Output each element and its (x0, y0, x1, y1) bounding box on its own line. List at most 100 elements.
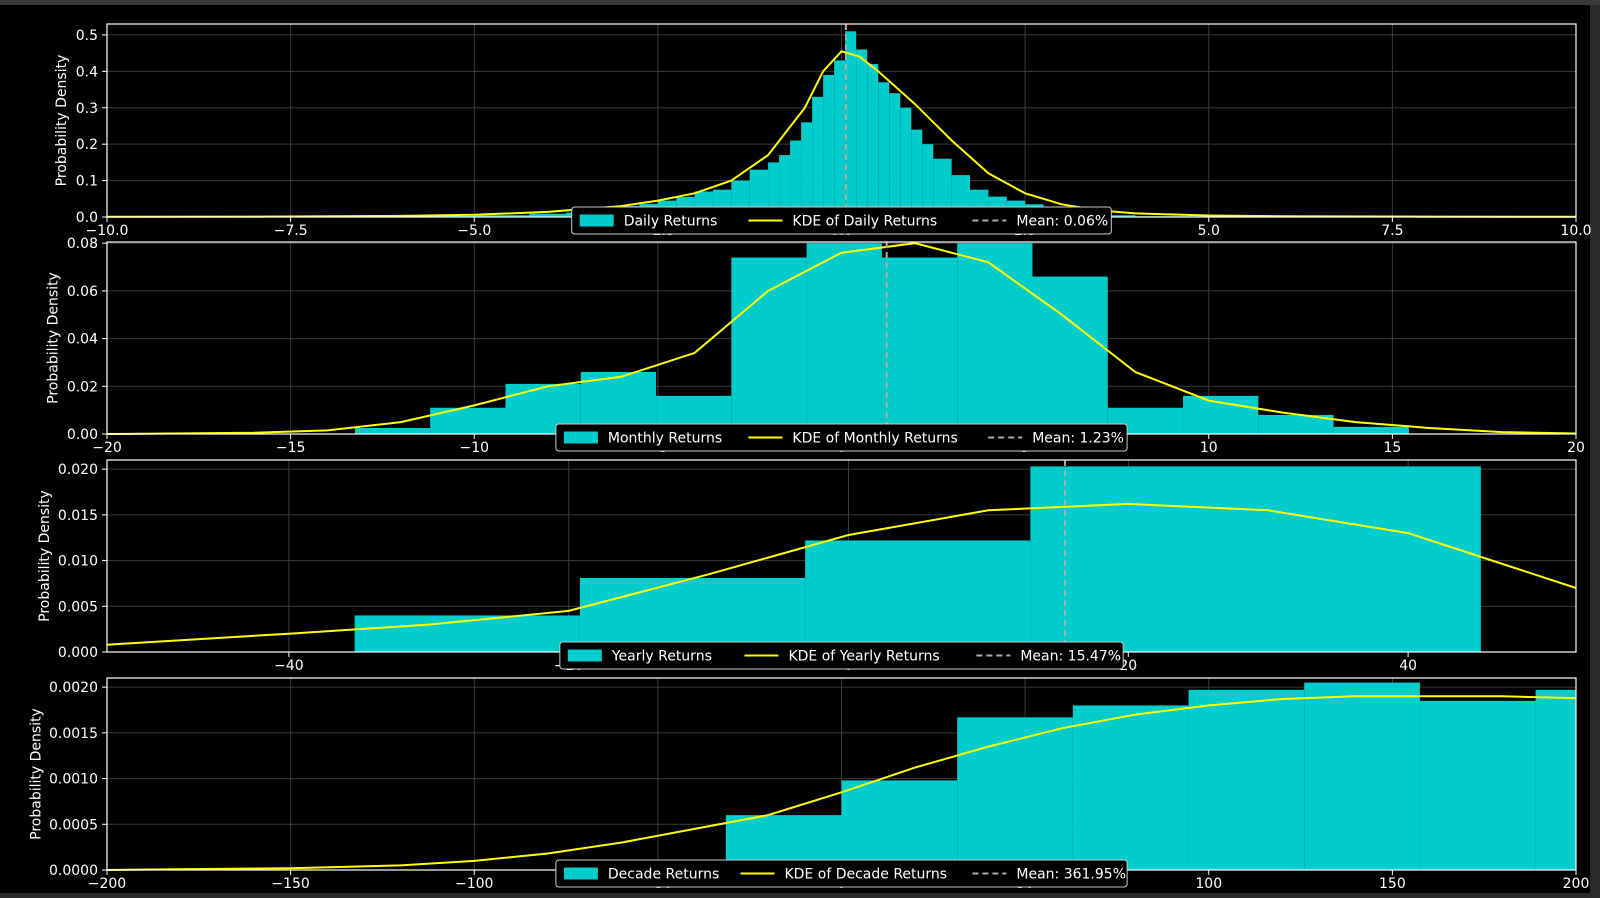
histogram-bar (867, 64, 879, 217)
histogram-bar (779, 155, 791, 217)
legend-bars-label: Daily Returns (624, 214, 718, 230)
kde-line (106, 50, 1577, 218)
histogram-bar (856, 49, 868, 217)
histogram-bar (1032, 276, 1108, 434)
legend-box (559, 641, 1124, 670)
histogram-bar (768, 162, 780, 217)
legend: Daily Returns KDE of Daily Returns Mean: 0… (571, 206, 1112, 235)
x-tick-label: 5.0 (1198, 223, 1220, 239)
legend-box (555, 423, 1128, 452)
legend-kde-label: KDE of Monthly Returns (792, 431, 957, 447)
panel-monthly: −20−15−10−5051015200.000.020.040.060.08P… (45, 236, 1585, 456)
x-tick-label: −200 (88, 876, 126, 892)
histogram-bar (430, 407, 506, 434)
legend-bars-swatch (567, 649, 602, 662)
histogram-bar (812, 96, 824, 217)
histogram-bar (1072, 705, 1189, 870)
x-tick-label: −7.5 (274, 223, 308, 239)
legend-mean-label: Mean: 0.06% (1016, 214, 1108, 230)
histogram-bar (922, 144, 934, 217)
y-tick-label: 0.08 (67, 236, 98, 252)
legend: Yearly Returns KDE of Yearly Returns Mean:… (559, 641, 1124, 670)
legend: Decade Returns KDE of Decade Returns Mean:… (555, 859, 1128, 888)
histogram-bar (878, 82, 890, 217)
y-tick-label: 0.00 (67, 427, 98, 443)
window-frame-right (1590, 5, 1600, 898)
histogram-bar (1333, 426, 1409, 434)
histogram-bar (823, 74, 835, 217)
y-axis-label: Probability Density (54, 55, 70, 187)
x-tick-label: 7.5 (1381, 223, 1403, 239)
legend-bars-swatch (563, 867, 598, 880)
legend-box (555, 859, 1128, 888)
x-tick-label: −10 (459, 440, 489, 456)
histogram-bar (1098, 215, 1136, 217)
panel-daily: −10.0−7.5−5.0−2.50.02.55.07.510.00.00.10… (54, 23, 1592, 239)
histogram-bar (1030, 466, 1481, 652)
x-tick-label: 15 (1383, 440, 1401, 456)
histogram-bar (1304, 682, 1420, 870)
histogram-bar (790, 140, 802, 217)
kde-line (106, 242, 1577, 435)
legend-bars-label: Monthly Returns (608, 431, 722, 447)
y-tick-label: 0.3 (76, 101, 98, 117)
kde-line (106, 502, 1577, 646)
legend-mean-label: Mean: 15.47% (1020, 649, 1121, 665)
histogram-bar (801, 122, 813, 217)
x-tick-label: 100 (1195, 876, 1222, 892)
histogram-bar (841, 780, 958, 870)
y-tick-label: 0.0015 (49, 726, 98, 742)
y-tick-label: 0.2 (76, 137, 98, 153)
y-tick-label: 0.02 (67, 379, 98, 395)
legend-kde-label: KDE of Daily Returns (792, 214, 937, 230)
x-tick-label: −15 (276, 440, 306, 456)
y-tick-label: 0.020 (58, 462, 98, 478)
histogram-bar (911, 129, 923, 217)
x-tick-label: −40 (274, 658, 304, 674)
x-tick-label: 20 (1567, 440, 1585, 456)
y-axis-label: Probability Density (29, 708, 45, 840)
y-axis-label: Probability Density (45, 272, 61, 404)
legend-bars-label: Yearly Returns (611, 649, 712, 665)
x-tick-label: −100 (455, 876, 493, 892)
histogram-bar (957, 243, 1033, 434)
legend-bars-swatch (579, 214, 614, 227)
histogram-bar (881, 257, 958, 434)
histogram-bar (805, 540, 1031, 652)
histogram-bar (957, 717, 1073, 870)
y-tick-label: 0.06 (67, 284, 98, 300)
histogram-bar (1188, 689, 1305, 870)
legend-bars-swatch (563, 431, 598, 444)
y-tick-label: 0.0005 (49, 817, 98, 833)
x-tick-label: 10.0 (1560, 223, 1591, 239)
panel-decade: −200−150−100−500501001502000.00000.00050… (29, 677, 1590, 892)
x-tick-label: 40 (1399, 658, 1417, 674)
legend-mean-label: Mean: 361.95% (1016, 867, 1126, 883)
y-tick-label: 0.010 (58, 554, 98, 570)
histogram-bar (806, 243, 882, 434)
legend-box (571, 206, 1112, 235)
legend-kde-label: KDE of Yearly Returns (788, 649, 939, 665)
histogram-bar (749, 169, 769, 217)
histogram-bar (529, 213, 567, 217)
histogram-bar (474, 215, 530, 217)
histogram-bar (933, 158, 952, 217)
histogram-bar (834, 60, 846, 217)
y-tick-label: 0.1 (76, 174, 98, 190)
x-tick-label: −150 (271, 876, 309, 892)
kde-line (106, 695, 1577, 871)
x-tick-label: 200 (1563, 876, 1590, 892)
x-tick-label: 20 (1119, 658, 1137, 674)
y-tick-label: 0.4 (76, 64, 98, 80)
y-axis-label: Probability Density (37, 490, 53, 622)
x-tick-label: 150 (1379, 876, 1406, 892)
histogram-bar (354, 428, 431, 434)
y-tick-label: 0.5 (76, 28, 98, 44)
legend: Monthly Returns KDE of Monthly Returns Mea… (555, 423, 1128, 452)
x-tick-label: −5.0 (457, 223, 491, 239)
histogram-bar (731, 257, 807, 434)
y-tick-label: 0.0020 (49, 680, 98, 696)
x-tick-label: −10.0 (86, 223, 129, 239)
legend-bars-label: Decade Returns (608, 867, 719, 883)
